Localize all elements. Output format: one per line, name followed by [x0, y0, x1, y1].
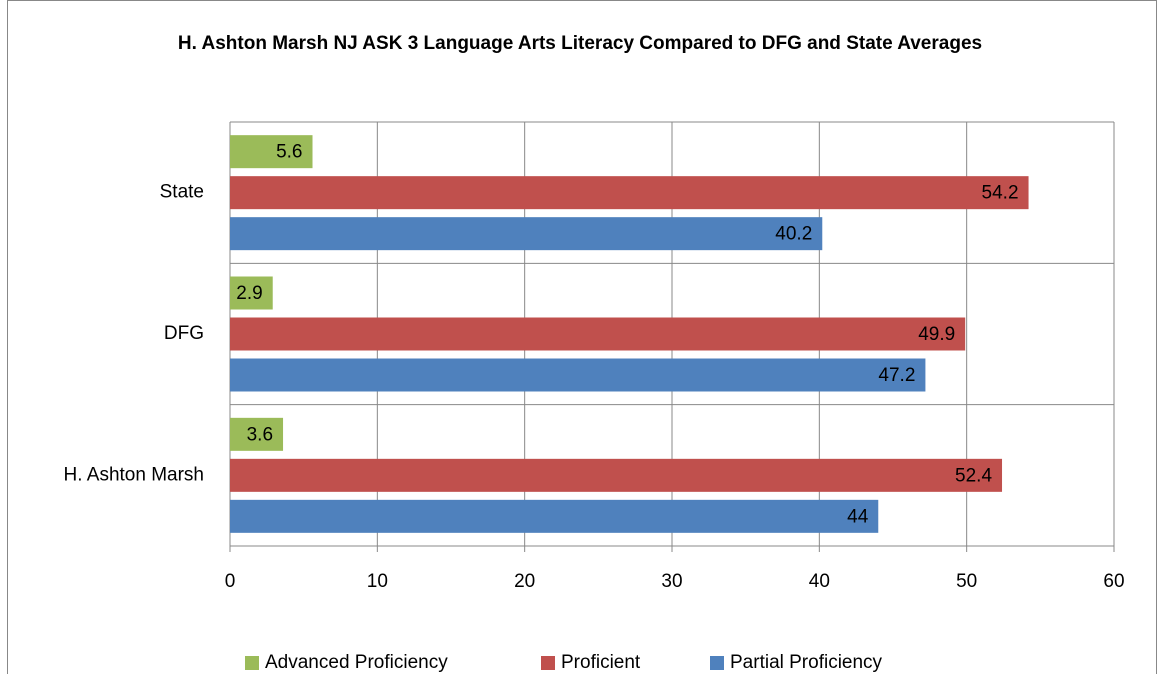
legend-swatch	[710, 656, 724, 670]
x-tick-label: 0	[225, 571, 236, 592]
y-tick-label: State	[160, 182, 204, 203]
x-tick-label: 60	[1103, 571, 1124, 592]
bar	[230, 217, 823, 251]
bar	[230, 276, 273, 310]
x-tick-label: 20	[514, 571, 535, 592]
data-label: 44	[847, 506, 869, 527]
legend-swatch	[541, 656, 555, 670]
bar	[230, 135, 313, 169]
data-label: 2.9	[236, 283, 262, 304]
data-label: 47.2	[878, 365, 915, 386]
y-tick-label: H. Ashton Marsh	[64, 464, 204, 485]
bar	[230, 458, 1003, 492]
legend-label: Partial Proficiency	[730, 652, 883, 673]
legend-label: Advanced Proficiency	[265, 652, 448, 673]
bar	[230, 417, 284, 451]
legend-label: Proficient	[561, 652, 641, 673]
data-label: 40.2	[775, 224, 812, 245]
data-label: 52.4	[955, 465, 992, 486]
x-tick-label: 10	[367, 571, 388, 592]
data-label: 54.2	[982, 183, 1019, 204]
data-label: 5.6	[276, 142, 302, 163]
y-tick-label: DFG	[164, 323, 204, 344]
bar	[230, 499, 879, 533]
bar	[230, 176, 1029, 210]
data-label: 49.9	[918, 324, 955, 345]
bar	[230, 358, 926, 392]
legend-swatch	[245, 656, 259, 670]
chart-title: H. Ashton Marsh NJ ASK 3 Language Arts L…	[177, 33, 983, 54]
x-tick-label: 30	[661, 571, 682, 592]
x-tick-label: 40	[809, 571, 830, 592]
data-label: 3.6	[247, 424, 273, 445]
x-tick-label: 50	[956, 571, 977, 592]
bar	[230, 317, 966, 351]
